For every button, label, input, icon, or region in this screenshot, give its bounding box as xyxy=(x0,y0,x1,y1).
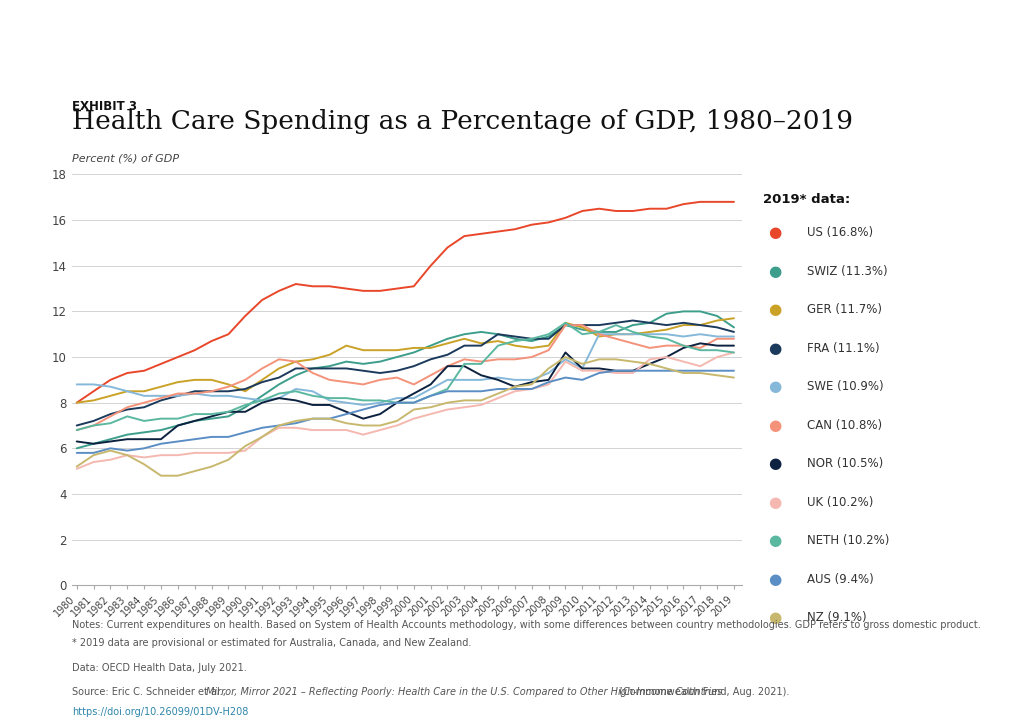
Text: SWE (10.9%): SWE (10.9%) xyxy=(807,380,884,393)
Text: UK (10.2%): UK (10.2%) xyxy=(807,496,873,509)
Text: Health Care Spending as a Percentage of GDP, 1980–2019: Health Care Spending as a Percentage of … xyxy=(72,110,853,134)
Text: Data: OECD Health Data, July 2021.: Data: OECD Health Data, July 2021. xyxy=(72,663,247,673)
Text: Percent (%) of GDP: Percent (%) of GDP xyxy=(72,153,179,164)
Text: ●: ● xyxy=(768,457,781,471)
Text: SWIZ (11.3%): SWIZ (11.3%) xyxy=(807,265,888,278)
Text: NZ (9.1%): NZ (9.1%) xyxy=(807,611,866,624)
Text: Source: Eric C. Schneider et al.,: Source: Eric C. Schneider et al., xyxy=(72,687,228,697)
Text: ●: ● xyxy=(768,341,781,356)
Text: ●: ● xyxy=(768,572,781,587)
Text: ●: ● xyxy=(768,418,781,433)
Text: 2019* data:: 2019* data: xyxy=(763,193,850,206)
Text: (Commonwealth Fund, Aug. 2021).: (Commonwealth Fund, Aug. 2021). xyxy=(615,687,790,697)
Text: FRA (11.1%): FRA (11.1%) xyxy=(807,342,880,355)
Text: ●: ● xyxy=(768,264,781,278)
Text: AUS (9.4%): AUS (9.4%) xyxy=(807,573,873,586)
Text: US (16.8%): US (16.8%) xyxy=(807,226,873,239)
Text: ●: ● xyxy=(768,495,781,510)
Text: NOR (10.5%): NOR (10.5%) xyxy=(807,457,883,470)
Text: EXHIBIT 3: EXHIBIT 3 xyxy=(72,100,136,113)
Text: * 2019 data are provisional or estimated for Australia, Canada, and New Zealand.: * 2019 data are provisional or estimated… xyxy=(72,638,471,648)
Text: Notes: Current expenditures on health. Based on System of Health Accounts method: Notes: Current expenditures on health. B… xyxy=(72,620,980,630)
Text: GER (11.7%): GER (11.7%) xyxy=(807,303,882,316)
Text: Mirror, Mirror 2021 – Reflecting Poorly: Health Care in the U.S. Compared to Oth: Mirror, Mirror 2021 – Reflecting Poorly:… xyxy=(206,687,722,697)
Text: ●: ● xyxy=(768,379,781,394)
Text: ●: ● xyxy=(768,534,781,548)
Text: ●: ● xyxy=(768,225,781,240)
Text: NETH (10.2%): NETH (10.2%) xyxy=(807,534,889,547)
Text: ●: ● xyxy=(768,611,781,625)
Text: ●: ● xyxy=(768,302,781,317)
Text: https://doi.org/10.26099/01DV-H208: https://doi.org/10.26099/01DV-H208 xyxy=(72,707,248,717)
Text: CAN (10.8%): CAN (10.8%) xyxy=(807,419,882,432)
